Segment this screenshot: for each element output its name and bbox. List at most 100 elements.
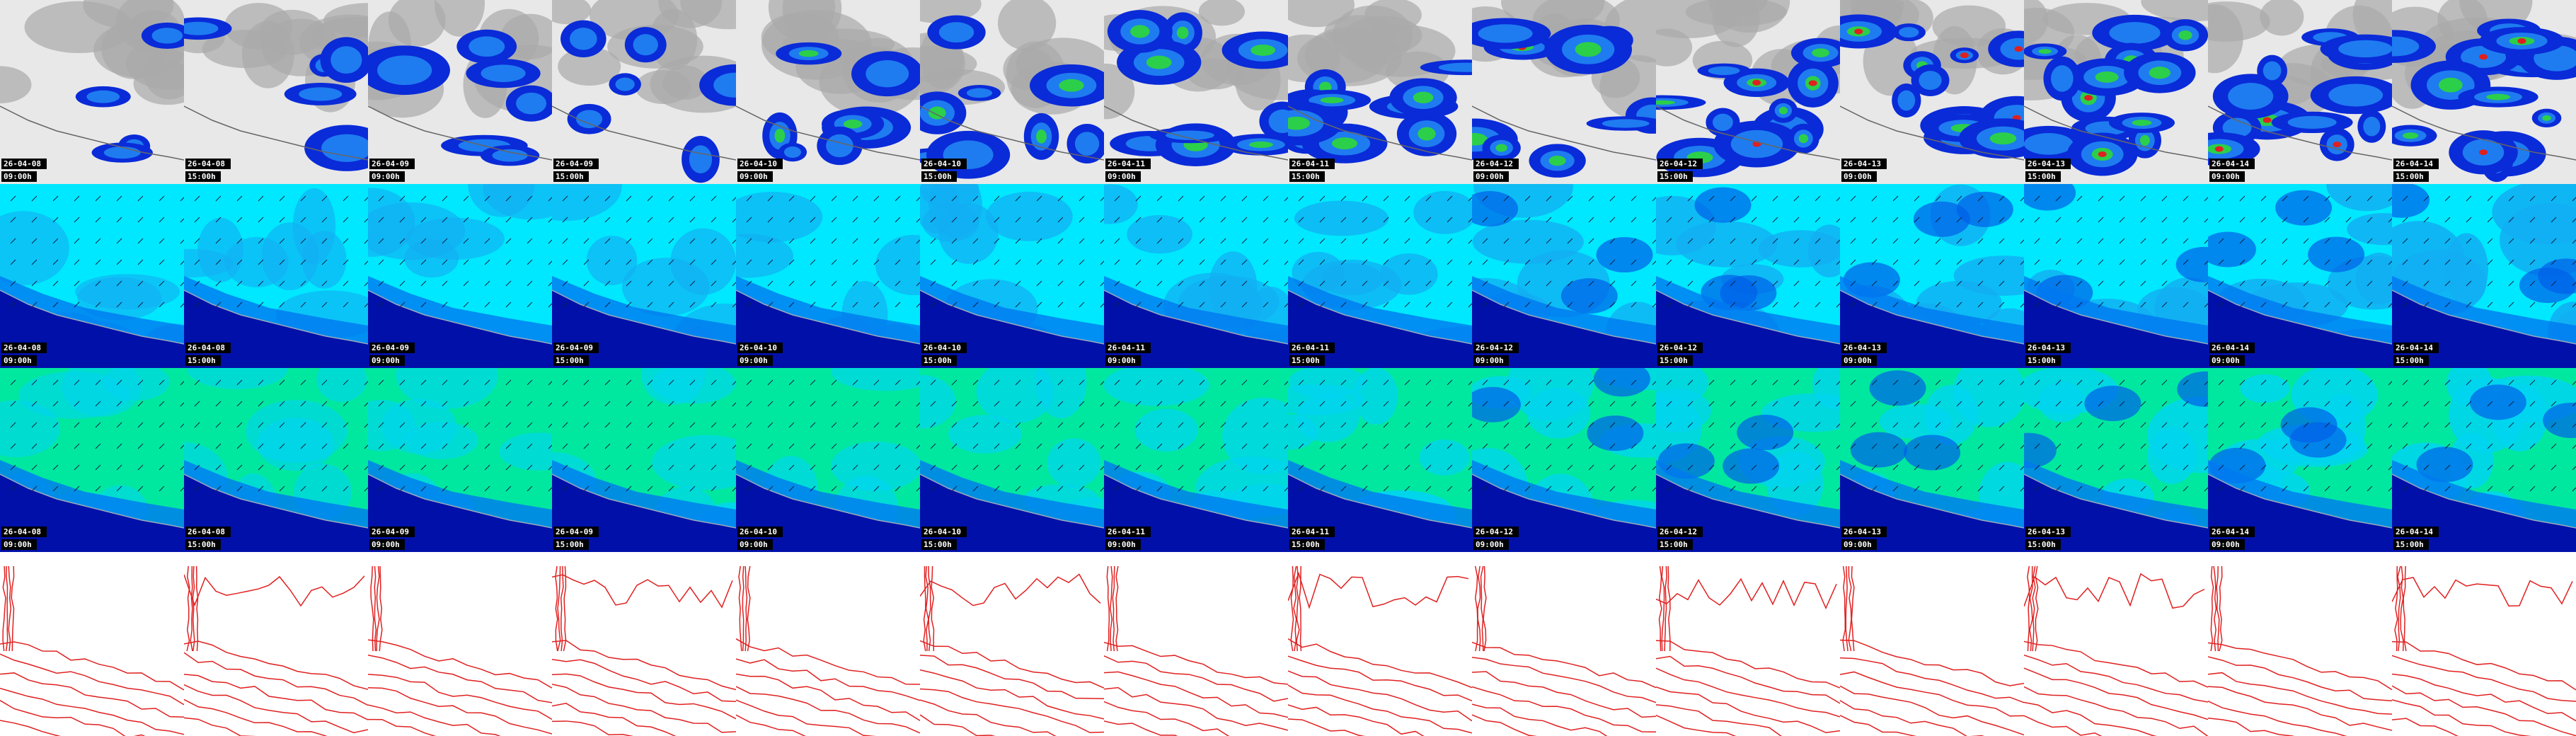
contour [1104, 655, 1288, 702]
tile-bg [1288, 552, 1472, 736]
tile-time: 15:00h [556, 540, 584, 549]
contour [1110, 565, 1113, 652]
wind-barb [831, 379, 837, 386]
map-tile [2208, 552, 2392, 736]
wind-barb [1666, 485, 1672, 492]
wind-barb [1404, 301, 1410, 308]
wind-barb [1871, 422, 1878, 428]
wind-barb [583, 217, 590, 223]
cloud [1104, 63, 1135, 120]
field-blob [1812, 368, 1840, 409]
tile-time: 15:00h [1292, 540, 1320, 549]
wind-barb [2161, 401, 2168, 407]
contour [1288, 684, 1472, 734]
field-blob [1354, 368, 1398, 425]
wind-barb [505, 443, 512, 449]
wind-barb [2098, 217, 2104, 223]
wind-barb [711, 238, 717, 244]
tile-bg [2024, 552, 2208, 736]
precip-peak [2517, 38, 2526, 44]
wind-barb [463, 422, 469, 428]
contour [552, 640, 736, 691]
wind-barb [1503, 464, 1510, 471]
contour [1656, 655, 1840, 704]
wind-barb [548, 381, 552, 386]
wind-barb [895, 401, 901, 407]
wind-barb [2119, 301, 2125, 308]
wind-barb [2388, 197, 2392, 202]
wind-barb [1178, 485, 1184, 492]
wind-barb [279, 485, 285, 492]
label-box [921, 159, 967, 169]
tile-date: 26-04-08 [4, 159, 41, 168]
tile-content [1288, 552, 1472, 736]
wind-barb [2204, 487, 2208, 492]
wind-barb [1652, 303, 1656, 308]
wind-barb [1977, 485, 1984, 492]
label-box [1841, 527, 1887, 537]
precip-blob [321, 134, 368, 162]
wind-barb [2161, 280, 2168, 287]
wind-barb [831, 443, 837, 449]
field-blob [831, 368, 920, 391]
wind-barb [1935, 195, 1941, 202]
tile-date: 26-04-13 [1844, 159, 1881, 168]
wind-barb [2239, 422, 2246, 428]
wind-barb [2572, 260, 2576, 265]
wind-barb [1631, 443, 1637, 449]
wind-barb [1135, 485, 1142, 492]
label-box [1657, 171, 1693, 182]
wind-barb [1447, 217, 1453, 223]
wind-barb [1482, 443, 1488, 449]
label-box [185, 159, 231, 169]
label-box [553, 527, 599, 537]
wind-barb [2260, 217, 2267, 223]
wind-barb [1220, 259, 1226, 265]
wind-barb [505, 217, 512, 223]
wind-barb [137, 422, 144, 428]
precip-blob [1268, 109, 1288, 134]
wind-barb [420, 238, 427, 244]
wind-barb [137, 301, 144, 308]
wind-barb [1241, 422, 1248, 428]
tile-content [1104, 0, 1288, 184]
wind-barb [378, 443, 384, 449]
wind-barb [951, 217, 958, 223]
wind-barb [180, 402, 184, 407]
field-blob [1127, 214, 1192, 254]
wind-barb [873, 401, 880, 407]
tile-content [2024, 552, 2208, 736]
wind-barb [1666, 464, 1672, 471]
wind-barb [321, 379, 328, 386]
wind-barb [399, 443, 406, 449]
wind-barb [279, 464, 285, 471]
contour [8, 565, 12, 652]
wind-barb [1156, 443, 1163, 449]
wind-barb [1892, 238, 1899, 244]
field-blob [875, 234, 920, 296]
wind-barb [194, 485, 200, 492]
tile-time: 09:00h [372, 172, 400, 181]
wind-barb [1815, 422, 1821, 428]
precip-core [1036, 129, 1047, 144]
label-box [2025, 171, 2061, 182]
shelf-area [0, 460, 184, 528]
wind-barb [1220, 280, 1226, 287]
precip-blob [713, 72, 736, 98]
wind-barb [668, 464, 674, 471]
contour [2392, 718, 2478, 736]
wind-barb [1156, 464, 1163, 471]
wind-barb [52, 401, 59, 407]
wind-barb [1284, 260, 1288, 265]
tile-date: 26-04-12 [1660, 159, 1697, 168]
cloud [1324, 15, 1396, 49]
contour [2035, 565, 2039, 652]
wind-barb [1447, 195, 1453, 202]
wind-barb [2388, 303, 2392, 308]
wind-barb [689, 464, 696, 471]
contour [1840, 639, 2024, 686]
precip-core [1656, 100, 1676, 105]
wind-barb [562, 379, 568, 386]
wind-barb [343, 379, 349, 386]
